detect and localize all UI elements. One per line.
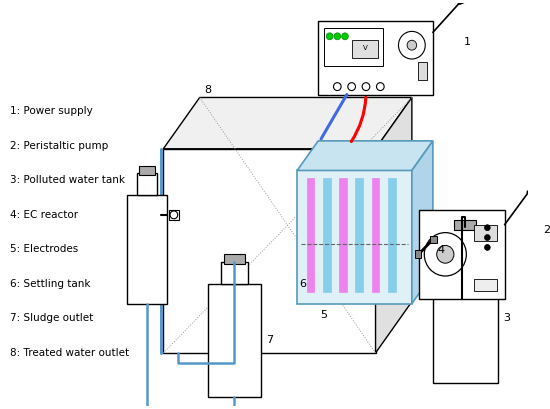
Bar (417, 62, 427, 80)
Circle shape (334, 33, 340, 40)
Text: 5: Electrodes: 5: Electrodes (10, 245, 79, 254)
Circle shape (170, 211, 178, 219)
Circle shape (399, 31, 425, 59)
Text: 6: Settling tank: 6: Settling tank (10, 279, 91, 289)
Bar (451, 227, 480, 254)
Circle shape (362, 83, 370, 90)
Circle shape (485, 225, 490, 231)
Circle shape (485, 245, 490, 250)
Bar (339, 178, 347, 292)
Text: 5: 5 (320, 310, 327, 321)
Text: 8: Treated water outlet: 8: Treated water outlet (10, 348, 130, 358)
Polygon shape (163, 149, 376, 353)
Polygon shape (297, 141, 433, 171)
Bar (433, 254, 498, 382)
Circle shape (377, 83, 384, 90)
Bar (323, 178, 331, 292)
Bar (430, 236, 437, 243)
Circle shape (333, 83, 341, 90)
Bar (474, 279, 497, 291)
Bar (127, 195, 167, 303)
Text: 8: 8 (205, 85, 212, 94)
Circle shape (348, 83, 355, 90)
Text: 3: Polluted water tank: 3: Polluted water tank (10, 175, 125, 185)
Text: V: V (362, 45, 367, 51)
Bar (169, 210, 179, 220)
Bar (372, 178, 379, 292)
Bar (474, 225, 497, 240)
Circle shape (342, 33, 348, 40)
Text: 7: Sludge outlet: 7: Sludge outlet (10, 314, 94, 324)
Bar (454, 220, 476, 230)
Bar (351, 40, 378, 58)
Bar (318, 20, 433, 94)
Polygon shape (412, 141, 433, 303)
Text: 4: EC reactor: 4: EC reactor (10, 210, 79, 220)
Circle shape (437, 245, 454, 263)
Text: 4: 4 (438, 245, 445, 255)
Bar (388, 178, 395, 292)
Text: 6: 6 (299, 279, 306, 289)
Text: 3: 3 (504, 313, 510, 324)
Polygon shape (163, 97, 412, 149)
Bar (324, 28, 383, 66)
Bar (297, 171, 412, 303)
Bar (415, 250, 421, 258)
Bar (139, 166, 155, 175)
Bar (355, 178, 363, 292)
Bar (419, 210, 504, 299)
Bar (137, 173, 157, 195)
Text: 2: Peristaltic pump: 2: Peristaltic pump (10, 141, 109, 151)
Bar (224, 254, 245, 264)
Text: 1: 1 (464, 37, 470, 47)
Polygon shape (376, 97, 412, 353)
Circle shape (485, 235, 490, 240)
Bar (307, 178, 315, 292)
Circle shape (326, 33, 333, 40)
Bar (222, 262, 248, 284)
Text: 2: 2 (543, 225, 550, 235)
Bar (208, 284, 261, 398)
Circle shape (424, 233, 466, 276)
Text: 7: 7 (266, 335, 273, 345)
Text: 1: Power supply: 1: Power supply (10, 106, 93, 116)
Circle shape (407, 40, 417, 50)
